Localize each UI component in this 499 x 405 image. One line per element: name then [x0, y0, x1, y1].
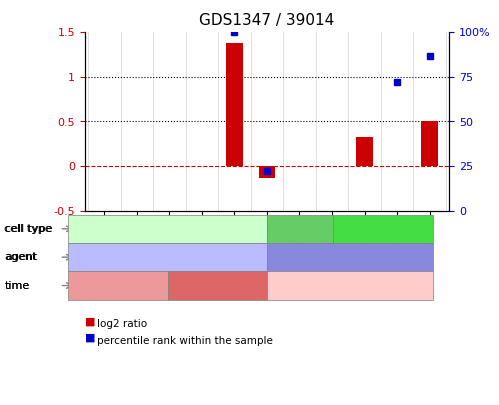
- Text: cell type: cell type: [5, 224, 52, 234]
- Text: time: time: [5, 281, 30, 290]
- Text: log2 ratio: log2 ratio: [97, 320, 147, 329]
- Text: 48 h: 48 h: [205, 281, 230, 290]
- Text: percentile rank within the sample: percentile rank within the sample: [97, 336, 273, 345]
- Text: cell type: cell type: [4, 224, 52, 234]
- Bar: [356, 136, 373, 166]
- Text: 6 h: 6 h: [109, 281, 127, 290]
- Text: agent: agent: [5, 252, 37, 262]
- Title: GDS1347 / 39014: GDS1347 / 39014: [199, 13, 335, 28]
- Bar: [227, 43, 243, 166]
- Text: control: control: [330, 281, 369, 290]
- Text: MSC: MSC: [155, 224, 180, 234]
- Text: fetal brain: fetal brain: [271, 224, 329, 234]
- Text: ■: ■: [85, 333, 95, 343]
- Text: DMSO/BHA: DMSO/BHA: [137, 252, 198, 262]
- Bar: [422, 122, 438, 166]
- Text: ■: ■: [85, 316, 95, 326]
- Text: time: time: [4, 281, 29, 290]
- Text: adult liver: adult liver: [355, 224, 411, 234]
- Text: agent: agent: [4, 252, 36, 262]
- Text: control: control: [330, 252, 369, 262]
- Bar: [259, 166, 275, 178]
